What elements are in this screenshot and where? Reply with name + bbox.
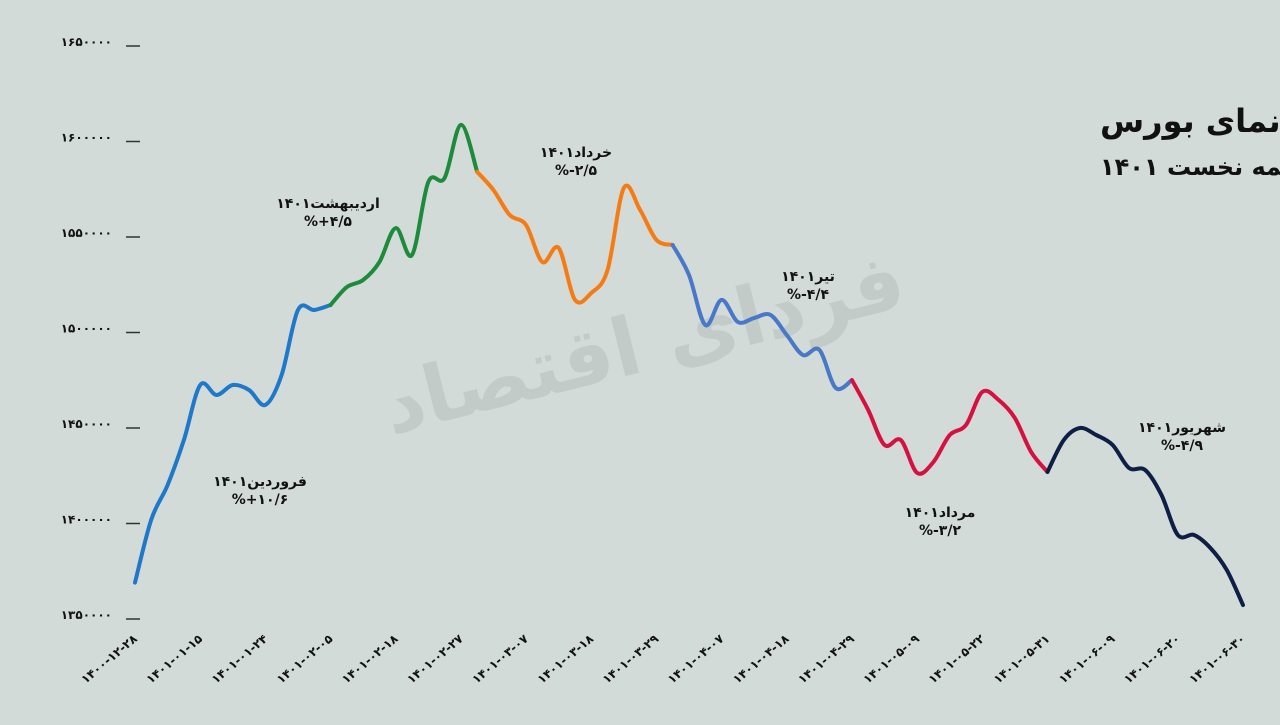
series-change: %-۲/۵ [555, 163, 597, 179]
x-tick-label: ۱۴۰۱-۰۵-۳۱ [991, 632, 1053, 687]
series-label: اردیبهشت۱۴۰۱ [276, 196, 380, 212]
x-tick-label: ۱۴۰۱-۰۳-۲۹ [600, 631, 662, 686]
x-tick-label: ۱۴۰۱-۰۳-۱۸ [535, 631, 597, 686]
x-tick-label: ۱۴۰۱-۰۵-۰۹ [861, 631, 923, 686]
line-series [133, 303, 333, 585]
line-series [670, 243, 854, 392]
series-label: تیر۱۴۰۱ [781, 269, 835, 285]
x-tick-label: ۱۴۰۱-۰۱-۲۴ [209, 632, 271, 687]
line-series [1045, 425, 1245, 608]
series-label: مرداد۱۴۰۱ [905, 505, 976, 521]
x-tick-label: ۱۴۰۱-۰۶-۰۹ [1056, 631, 1118, 686]
y-tick-label: ۱۵۰۰۰۰۰ [61, 322, 112, 336]
x-tick-label: ۱۴۰۱-۰۶-۳۰ [1186, 632, 1248, 687]
y-tick-label: ۱۶۵۰۰۰۰ [61, 35, 112, 49]
x-tick-label: ۱۴۰۱-۰۴-۲۹ [795, 631, 857, 686]
series-change: %-۴/۹ [1161, 438, 1203, 454]
series-label: خرداد۱۴۰۱ [540, 145, 612, 161]
x-tick-label: ۱۴۰۱-۰۲-۱۸ [339, 631, 401, 686]
x-tick-label: ۱۴۰۰-۱۲-۲۸ [78, 631, 140, 686]
x-tick-label: ۱۴۰۱-۰۵-۲۲ [926, 631, 988, 686]
x-tick-label: ۱۴۰۱-۰۶-۲۰ [1121, 632, 1183, 687]
line-series [849, 378, 1050, 476]
line-series [475, 169, 675, 305]
series-label: شهریور۱۴۰۱ [1138, 420, 1226, 436]
x-tick-label: ۱۴۰۱-۰۱-۱۵ [144, 632, 206, 687]
series-label: فروردین۱۴۰۱ [213, 474, 307, 490]
series-change: %-۳/۲ [919, 523, 961, 539]
y-tick-label: ۱۴۰۰۰۰۰ [61, 513, 112, 527]
series-change: %-۴/۴ [787, 287, 829, 303]
y-tick-label: ۱۳۵۰۰۰۰ [61, 608, 112, 622]
x-tick-label: ۱۴۰۱-۰۴-۰۷ [665, 631, 727, 686]
x-tick-label: ۱۴۰۱-۰۴-۱۸ [730, 631, 792, 686]
watermark: فردای اقتصاد [373, 234, 914, 454]
x-tick-label: ۱۴۰۱-۰۲-۰۵ [274, 632, 336, 687]
series-change: %+۱۰/۶ [232, 492, 289, 508]
y-tick-label: ۱۴۵۰۰۰۰ [61, 417, 112, 431]
chart-title: نمای بورس [1100, 102, 1280, 140]
chart-subtitle: در نیمه نخست ۱۴۰۱ [1100, 153, 1280, 181]
x-tick-label: ۱۴۰۱-۰۲-۲۷ [404, 631, 466, 686]
y-tick-label: ۱۵۵۰۰۰۰ [61, 226, 112, 240]
line-series [328, 122, 480, 308]
x-tick-label: ۱۴۰۱-۰۳-۰۷ [469, 631, 531, 686]
y-tick-label: ۱۶۰۰۰۰۰ [61, 131, 112, 145]
series-change: %+۴/۵ [304, 214, 352, 230]
